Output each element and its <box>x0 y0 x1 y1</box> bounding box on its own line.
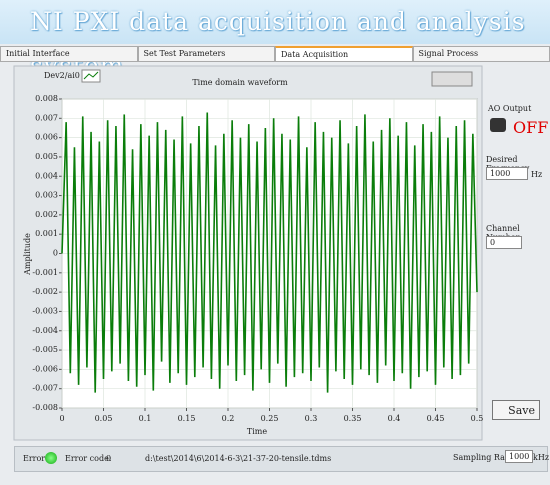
tab[interactable]: Initial Interface <box>0 46 138 62</box>
x-tick-label: 0.3 <box>305 414 318 423</box>
sampling-rate-label: Sampling Rate <box>453 453 513 462</box>
tab[interactable]: Set Test Parameters <box>137 46 275 62</box>
y-tick-label: -0.006 <box>32 364 58 373</box>
error-code: 0 <box>106 454 112 463</box>
y-tick-label: -0.005 <box>32 345 58 354</box>
y-tick-label: 0 <box>53 249 58 258</box>
sampling-rate-input[interactable]: 1000 <box>505 450 534 463</box>
unit-label: kHz <box>533 453 550 462</box>
y-tick-label: 0.003 <box>35 191 58 200</box>
waveform-chart: Dev2/ai0 Time domain waveform Time Ampli… <box>13 65 484 441</box>
x-tick-label: 0.45 <box>427 414 445 423</box>
y-tick-label: -0.002 <box>32 287 58 296</box>
chart-title: Time domain waveform <box>192 78 288 87</box>
y-tick-label: -0.001 <box>32 268 58 277</box>
x-tick-label: 0.2 <box>222 414 235 423</box>
x-axis-label: Time <box>247 427 267 436</box>
legend-swatch <box>83 71 99 80</box>
y-tick-label: -0.003 <box>32 306 58 315</box>
window-title: NI PXI data acquisition and analysis sys… <box>0 0 550 80</box>
y-axis-label: Amplitude <box>23 233 32 276</box>
frequency-input[interactable]: 1000 <box>486 167 528 180</box>
y-tick-label: -0.008 <box>32 403 58 412</box>
error-led <box>45 452 57 464</box>
unit-label: Hz <box>531 170 543 179</box>
x-tick-label: 0 <box>59 414 64 423</box>
y-tick-label: -0.004 <box>32 326 58 335</box>
y-tick-label: 0.008 <box>35 94 58 103</box>
waveform-line <box>61 112 478 393</box>
y-tick-label: -0.007 <box>32 384 58 393</box>
tab[interactable]: Data Acquisition <box>275 46 413 62</box>
y-tick-label: 0.004 <box>35 171 58 180</box>
status-bar: Error Error code: 0 d:\test\2014\6\2014-… <box>14 446 550 472</box>
channel-input[interactable]: 0 <box>486 236 522 249</box>
x-tick-label: 0.35 <box>344 414 362 423</box>
save-button[interactable]: Save <box>492 400 540 420</box>
graph-palette[interactable] <box>431 71 473 87</box>
y-tick-label: 0.002 <box>35 210 58 219</box>
file-path: d:\test\2014\6\2014-6-3\21-37-20-tensile… <box>145 454 332 463</box>
legend-label: Dev2/ai0 <box>44 71 80 80</box>
y-tick-label: 0.005 <box>35 152 58 161</box>
y-tick-label: 0.006 <box>35 133 58 142</box>
tab-bar: Initial Interface Set Test Parameters Da… <box>0 46 550 62</box>
x-tick-label: 0.1 <box>139 414 152 423</box>
error-label: Error <box>23 454 46 463</box>
toggle-state: OFF <box>513 118 549 137</box>
control-label: AO Output <box>488 104 532 113</box>
x-tick-label: 0.5 <box>471 414 484 423</box>
x-tick-label: 0.15 <box>178 414 196 423</box>
y-tick-label: 0.001 <box>35 229 58 238</box>
toggle-switch[interactable] <box>490 118 506 132</box>
error-code-label: Error code: <box>65 454 112 463</box>
x-tick-label: 0.05 <box>95 414 113 423</box>
x-tick-label: 0.4 <box>388 414 401 423</box>
tab[interactable]: Signal Process <box>412 46 550 62</box>
x-tick-label: 0.25 <box>261 414 279 423</box>
y-tick-label: 0.007 <box>35 113 58 122</box>
